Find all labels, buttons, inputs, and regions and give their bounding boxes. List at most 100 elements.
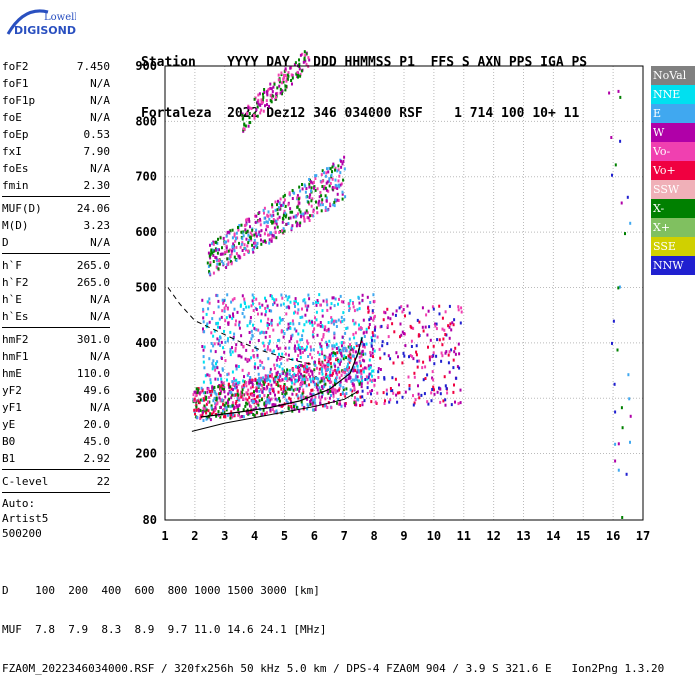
- trace-point: [214, 406, 217, 410]
- trace-point: [311, 388, 314, 392]
- param-name: hmE: [2, 367, 22, 380]
- trace-point: [266, 398, 269, 401]
- trace-point: [294, 365, 297, 368]
- trace-point: [424, 365, 427, 369]
- trace-point: [255, 411, 258, 414]
- trace-point: [209, 393, 212, 397]
- trace-point: [339, 320, 342, 324]
- trace-point: [227, 321, 230, 325]
- trace-point: [231, 346, 233, 350]
- trace-point: [333, 186, 336, 190]
- trace-point: [235, 245, 238, 249]
- trace-point: [345, 387, 348, 391]
- trace-point: [217, 325, 219, 329]
- trace-point: [212, 240, 215, 244]
- trace-point: [281, 352, 284, 356]
- trace-point: [311, 370, 314, 374]
- trace-point: [365, 366, 368, 370]
- trace-point: [333, 304, 336, 308]
- trace-point: [202, 360, 205, 364]
- trace-point: [225, 250, 228, 253]
- trace-point: [274, 375, 277, 379]
- trace-point: [303, 377, 306, 381]
- trace-point: [260, 242, 263, 246]
- trace-point: [296, 340, 299, 344]
- trace-point: [287, 404, 290, 408]
- trace-point: [202, 320, 205, 324]
- trace-point: [334, 391, 337, 395]
- trace-point: [222, 301, 225, 305]
- trace-point: [253, 238, 256, 242]
- trace-point: [379, 356, 382, 360]
- trace-point: [341, 319, 344, 323]
- trace-point: [312, 392, 315, 396]
- trace-point: [439, 400, 442, 404]
- trace-point: [277, 377, 280, 381]
- trace-point: [321, 314, 324, 318]
- trace-point: [266, 225, 269, 229]
- trace-point: [381, 340, 384, 344]
- trace-point: [219, 388, 222, 392]
- y-tick-label: 200: [135, 447, 157, 461]
- trace-point: [341, 392, 344, 396]
- trace-point: [234, 346, 237, 350]
- trace-point: [270, 87, 273, 91]
- trace-point: [281, 404, 283, 408]
- trace-point: [320, 361, 323, 365]
- trace-point: [281, 229, 284, 233]
- trace-point: [292, 368, 295, 372]
- trace-point: [257, 93, 260, 97]
- trace-point: [308, 297, 311, 301]
- trace-point: [348, 373, 351, 377]
- trace-point: [255, 387, 258, 391]
- trace-point: [275, 374, 278, 378]
- trace-point: [217, 305, 220, 309]
- trace-point: [445, 350, 448, 354]
- trace-point: [361, 298, 364, 302]
- trace-point: [289, 216, 292, 220]
- trace-point: [283, 193, 286, 197]
- trace-point: [270, 214, 273, 218]
- legend-item: NoVal: [651, 66, 695, 85]
- param-name: D: [2, 236, 9, 249]
- trace-point: [330, 320, 333, 324]
- trace-point: [209, 253, 212, 257]
- trace-point: [372, 369, 375, 373]
- trace-point: [427, 345, 429, 349]
- trace-point: [282, 329, 284, 333]
- trace-point: [196, 390, 199, 394]
- trace-point: [329, 385, 332, 389]
- trace-point: [325, 298, 328, 302]
- trace-point: [325, 340, 328, 344]
- chart-curves: [167, 287, 363, 432]
- trace-point: [226, 339, 229, 343]
- trace-point: [270, 294, 273, 298]
- trace-point: [268, 217, 271, 221]
- trace-point: [318, 371, 321, 375]
- trace-point: [248, 331, 251, 334]
- trace-point: [343, 318, 346, 322]
- trace-point: [307, 200, 310, 204]
- trace-point: [238, 241, 240, 245]
- trace-point: [266, 89, 269, 93]
- trace-point: [271, 90, 274, 94]
- footer-muf-row: MUF 7.8 7.9 8.3 8.9 9.7 11.0 14.6 24.1 […: [2, 623, 327, 636]
- trace-point: [238, 398, 241, 402]
- trace-point: [302, 299, 305, 303]
- trace-point: [399, 335, 401, 339]
- trace-point: [310, 180, 313, 184]
- trace-point: [245, 391, 248, 395]
- trace-point: [233, 377, 235, 381]
- trace-point: [382, 391, 385, 395]
- param-name: yE: [2, 418, 16, 431]
- trace-point: [454, 352, 457, 356]
- trace-point: [261, 98, 264, 102]
- trace-point: [282, 369, 285, 373]
- trace-point: [311, 401, 314, 405]
- trace-point: [288, 387, 291, 391]
- trace-point: [243, 123, 246, 127]
- trace-point: [208, 374, 211, 378]
- trace-point: [292, 190, 295, 194]
- trace-point: [270, 318, 273, 322]
- trace-point: [453, 383, 455, 387]
